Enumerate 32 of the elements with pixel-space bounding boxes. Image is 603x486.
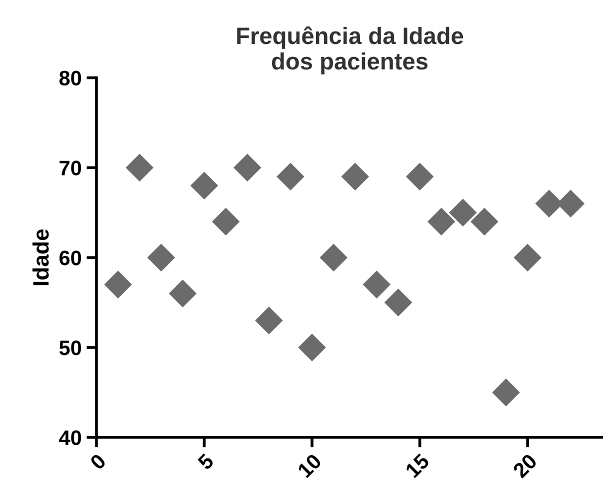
x-tick-label: 15 (404, 452, 430, 478)
y-tick-label: 80 (59, 70, 82, 86)
point (212, 208, 240, 236)
point (147, 244, 176, 272)
point (470, 208, 498, 236)
point (168, 280, 197, 308)
chart-title: Frequência da Idade dos pacientes (237, 26, 464, 74)
point (233, 154, 262, 182)
y-axis-title: Idade (32, 229, 49, 286)
point (126, 154, 154, 182)
point (255, 306, 283, 334)
point (492, 378, 520, 406)
x-tick-label: 5 (197, 452, 215, 471)
point (104, 270, 132, 298)
x-tick-label: 0 (89, 452, 107, 470)
point (362, 270, 391, 298)
point (341, 162, 370, 191)
point (276, 162, 304, 191)
point (449, 198, 477, 227)
point (406, 162, 434, 191)
y-tick-label: 60 (59, 250, 82, 266)
x-tick-label: 10 (296, 452, 322, 478)
point (427, 208, 456, 236)
x-tick-label: 20 (512, 452, 538, 479)
point (190, 172, 218, 200)
y-tick-label: 70 (60, 160, 82, 176)
point (320, 244, 348, 272)
point (514, 244, 542, 272)
point (384, 288, 412, 316)
y-tick-label: 50 (59, 340, 82, 356)
y-tick-label: 40 (59, 430, 82, 446)
point (298, 334, 326, 362)
